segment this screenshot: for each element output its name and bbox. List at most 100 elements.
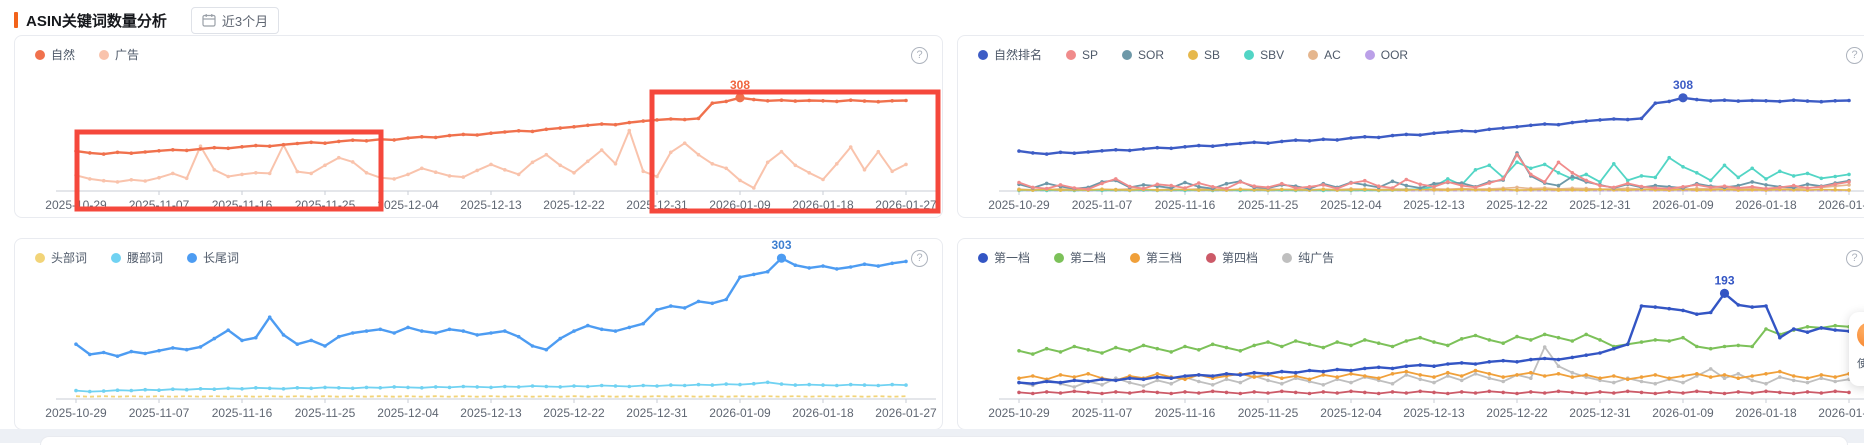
legend-dot [35, 252, 45, 263]
x-axis-label: 2025-12-22 [543, 198, 605, 212]
legend-item-OOR[interactable]: OOR [1364, 47, 1409, 62]
annotation-box [649, 89, 941, 214]
accent-bar [14, 12, 18, 28]
x-axis-label: 2026-01-09 [1652, 406, 1714, 420]
legend-dot [1130, 252, 1141, 263]
legend-item-SP[interactable]: SP [1066, 48, 1098, 62]
legend-item-SOR[interactable]: SOR [1122, 48, 1164, 62]
x-axis-label: 2025-12-04 [377, 198, 439, 212]
x-axis-label: 2025-11-07 [1072, 198, 1133, 212]
panel-word-types: 头部词 腰部词 长尾词 ? 2025-10-29 2025-11-07 2025-11-… [14, 238, 943, 430]
floating-help-widget[interactable]: 使 [1849, 312, 1864, 386]
series-line-第二档 [1018, 324, 1850, 356]
next-section-top-edge [40, 436, 1848, 445]
peak-dot [1719, 288, 1730, 298]
x-axis-label: 2025-11-16 [1155, 198, 1216, 212]
legend-item-广告[interactable]: 广告 [99, 46, 139, 63]
date-range-button[interactable]: 近3个月 [190, 6, 280, 34]
x-axis-label: 2025-12-31 [1569, 406, 1631, 420]
legend-dot [99, 49, 110, 60]
legend-item-AC[interactable]: AC [1308, 48, 1341, 62]
x-axis-label: 2026-01-09 [709, 406, 771, 420]
legend-item-腰部词[interactable]: 腰部词 [111, 249, 163, 266]
x-axis-label: 2025-12-22 [1486, 198, 1548, 212]
legend-label: 头部词 [51, 251, 88, 265]
chart-natural-vs-ad[interactable]: 2025-10-29 2025-11-07 2025-11-16 2025-11-25… [15, 36, 944, 219]
legend-item-头部词[interactable]: 头部词 [35, 249, 87, 266]
legend: 自然 广告 [35, 46, 139, 63]
legend-label: SBV [1260, 47, 1285, 62]
calendar-icon [202, 14, 216, 27]
legend-label: 长尾词 [203, 251, 240, 265]
legend-dot [1282, 252, 1293, 263]
chart-keyword-tiers[interactable]: 2025-10-29 2025-11-07 2025-11-16 2025-11-25… [958, 239, 1864, 431]
x-axis-label: 2025-12-04 [377, 406, 439, 420]
legend-item-长尾词[interactable]: 长尾词 [187, 249, 239, 266]
x-axis-label: 2025-12-22 [543, 406, 605, 420]
help-icon[interactable]: ? [911, 47, 928, 64]
x-axis-label: 2026-01-27 [1818, 406, 1864, 420]
x-axis-label: 2025-11-25 [1238, 198, 1299, 212]
legend-label: 自然 [51, 48, 76, 62]
chart-rank-ad-types[interactable]: 2025-10-29 2025-11-07 2025-11-16 2025-11-25… [958, 36, 1864, 219]
section-header: ASIN关键词数量分析 近3个月 [14, 6, 280, 34]
legend-dot [978, 252, 988, 263]
x-axis-label: 2025-11-07 [129, 406, 190, 420]
x-axis-label: 2026-01-18 [1735, 198, 1797, 212]
panel-natural-vs-ad: 自然 广告 ? 2025-10-29 2025-11-07 2025-11-16 202… [14, 35, 943, 218]
help-icon[interactable]: ? [1846, 47, 1863, 64]
x-axis-label: 2025-10-29 [988, 198, 1050, 212]
legend-dot [1122, 49, 1133, 60]
series-line-长尾词 [75, 257, 907, 358]
legend-item-SBV[interactable]: SBV [1244, 48, 1284, 62]
x-axis-label: 2025-11-16 [1155, 406, 1216, 420]
help-widget-icon [1857, 322, 1864, 348]
help-icon[interactable]: ? [1846, 250, 1863, 267]
x-axis-label: 2025-12-04 [1320, 406, 1382, 420]
x-axis-label: 2026-01-27 [1818, 198, 1864, 212]
legend-label: OOR [1380, 47, 1409, 62]
series-line-第一档 [1018, 292, 1850, 385]
legend-label: 第一档 [994, 251, 1031, 265]
date-range-label: 近3个月 [221, 13, 269, 29]
help-widget-label: 使 [1857, 358, 1864, 370]
x-axis-label: 2025-11-25 [295, 406, 356, 420]
legend-dot [35, 49, 45, 60]
x-axis-label: 2025-10-29 [988, 406, 1050, 420]
x-axis-label: 2026-01-18 [792, 406, 854, 420]
page-title: ASIN关键词数量分析 [26, 12, 167, 30]
legend-label: SOR [1138, 47, 1165, 62]
legend-item-第三档[interactable]: 第三档 [1130, 249, 1182, 266]
legend-item-第四档[interactable]: 第四档 [1206, 249, 1258, 266]
legend-item-自然排名[interactable]: 自然排名 [978, 46, 1042, 63]
legend-dot [1364, 49, 1375, 60]
legend-label: SP [1082, 47, 1099, 62]
x-axis-label: 2026-01-18 [1735, 406, 1797, 420]
legend-item-自然[interactable]: 自然 [35, 46, 75, 63]
legend-label: 纯广告 [1298, 251, 1335, 265]
legend-dot [1206, 252, 1217, 263]
peak-dot [735, 93, 745, 103]
legend-dot [111, 252, 122, 263]
legend-dot [1188, 49, 1199, 60]
x-axis-label: 2025-12-13 [1403, 198, 1465, 212]
legend-label: 自然排名 [994, 48, 1043, 62]
legend-item-SB[interactable]: SB [1188, 48, 1220, 62]
legend-dot [978, 49, 988, 60]
peak-value-label: 303 [771, 238, 791, 252]
x-axis-label: 2025-12-13 [460, 406, 522, 420]
legend-label: 腰部词 [127, 251, 164, 265]
legend-item-第二档[interactable]: 第二档 [1054, 249, 1106, 266]
legend-dot [1244, 49, 1255, 60]
x-axis-label: 2025-12-04 [1320, 198, 1382, 212]
legend-label: AC [1324, 47, 1341, 62]
x-axis-label: 2026-01-27 [875, 406, 937, 420]
chart-word-types[interactable]: 2025-10-29 2025-11-07 2025-11-16 2025-11-25… [15, 238, 944, 431]
legend-item-第一档[interactable]: 第一档 [978, 249, 1030, 266]
legend-label: 第三档 [1146, 251, 1183, 265]
help-icon[interactable]: ? [911, 250, 928, 267]
panel-rank-ad-types: 自然排名 SP SOR SB SBV AC OOR ? 2025-10-29 2025-11-… [957, 35, 1864, 218]
peak-dot [1678, 93, 1688, 103]
legend-item-纯广告[interactable]: 纯广告 [1282, 249, 1334, 266]
x-axis-label: 2025-12-22 [1486, 406, 1548, 420]
